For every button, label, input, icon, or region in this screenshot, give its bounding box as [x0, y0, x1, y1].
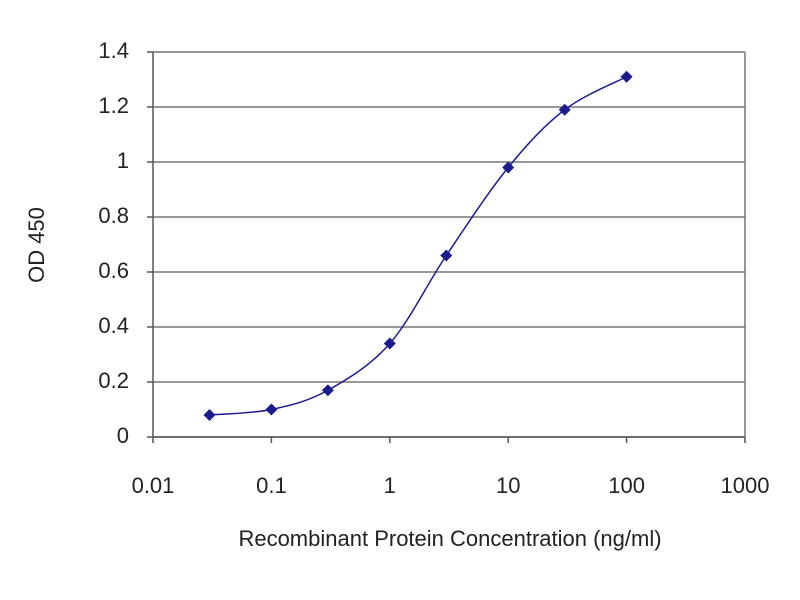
x-tick-label: 0.1: [256, 473, 287, 498]
data-point: [265, 403, 278, 416]
x-tick-label: 1000: [721, 473, 770, 498]
data-point: [440, 249, 453, 262]
x-tick-label: 10: [496, 473, 520, 498]
data-point: [502, 161, 515, 174]
data-point: [620, 70, 633, 83]
y-tick-label: 0.4: [98, 313, 129, 338]
x-tick-label: 100: [608, 473, 645, 498]
y-tick-label: 1.2: [98, 93, 129, 118]
data-point: [383, 337, 396, 350]
x-axis-title: Recombinant Protein Concentration (ng/ml…: [238, 526, 661, 551]
data-point: [203, 409, 216, 421]
y-tick-label: 1: [117, 148, 129, 173]
y-axis-title: OD 450: [24, 207, 49, 283]
y-tick-label: 0: [117, 423, 129, 448]
y-tick-label: 0.2: [98, 368, 129, 393]
data-point: [558, 103, 571, 116]
x-tick-label: 1: [384, 473, 396, 498]
curve: [209, 76, 627, 416]
y-tick-label: 0.8: [98, 203, 129, 228]
y-tick-label: 0.6: [98, 258, 129, 283]
x-tick-label: 0.01: [132, 473, 175, 498]
y-tick-label: 1.4: [98, 38, 129, 63]
data-point: [321, 384, 334, 397]
